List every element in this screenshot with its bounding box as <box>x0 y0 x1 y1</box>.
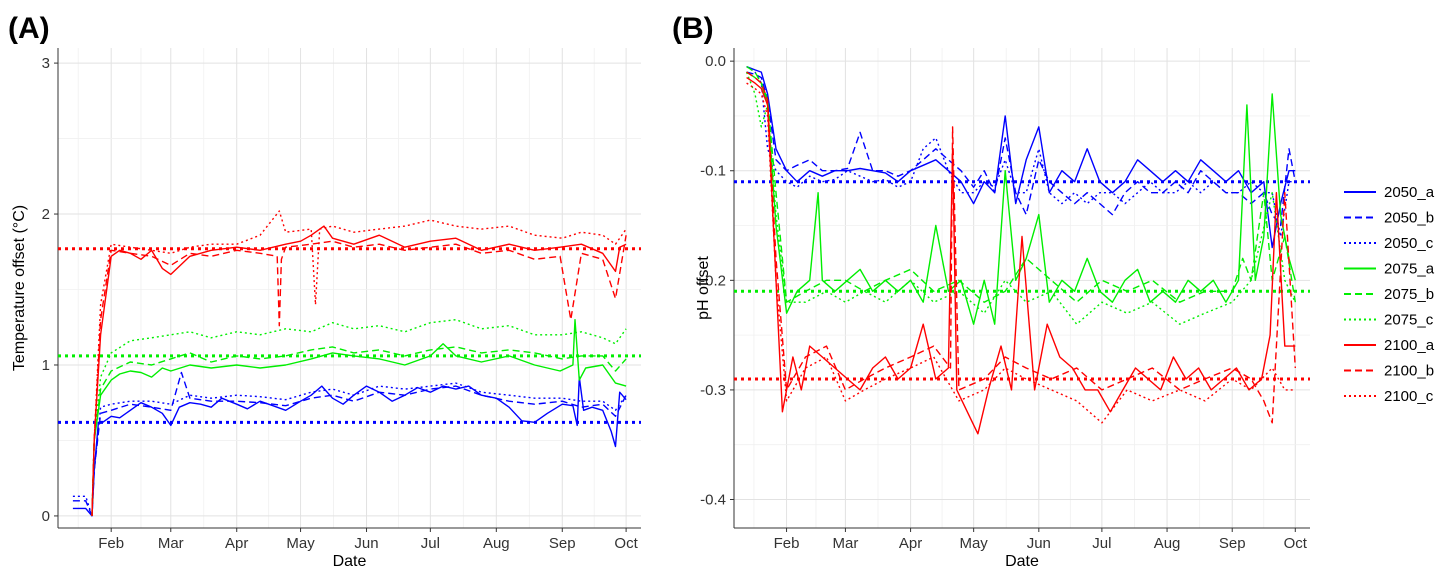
series-line-2100-c <box>746 82 1296 424</box>
x-tick-label: Oct <box>614 535 638 552</box>
x-tick-label: Apr <box>225 535 248 552</box>
legend-item-2075-c: 2075_c <box>1344 312 1434 329</box>
x-tick-label: Jul <box>421 535 440 552</box>
legend-label: 2100_c <box>1384 388 1434 405</box>
x-axis-title: Date <box>1005 553 1039 570</box>
y-tick-label: 0 <box>42 508 50 525</box>
legend-item-2100-b: 2100_b <box>1344 363 1434 380</box>
series-line-2075-c <box>91 319 627 516</box>
chart-temperature-offset: Feb Mar Apr May Jun Jul Aug Sep Oct 0 1 2 3 Date Tempe… <box>11 48 641 570</box>
legend-label: 2100_b <box>1384 363 1434 380</box>
legend-item-2075-a: 2075_a <box>1344 261 1435 278</box>
chart-legend: 2050_a 2050_b 2050_c 2075_a 2075_b 2075_c 2100… <box>1344 184 1435 405</box>
x-tick-label: Mar <box>832 535 858 552</box>
series-line-2050-b <box>72 371 627 517</box>
x-tick-label: May <box>286 535 315 552</box>
series-line-2050-c <box>72 382 627 517</box>
series-line-2050-a <box>72 376 627 517</box>
chart-ph-offset: Feb Mar Apr May Jun Jul Aug Sep Oct 0.0 -0.1 -0.2 -0… <box>695 48 1310 570</box>
series-line-2075-b <box>746 66 1296 303</box>
y-tick-label: 1 <box>42 357 50 374</box>
series-line-2100-b <box>91 235 627 516</box>
y-axis-title: pH offset <box>695 256 712 320</box>
legend-item-2050-c: 2050_c <box>1344 235 1434 252</box>
series-line-2075-b <box>91 346 627 516</box>
y-tick-label: 3 <box>42 55 50 72</box>
x-tick-label: Sep <box>549 535 576 552</box>
series-line-2100-a <box>746 77 1296 435</box>
x-tick-label: Aug <box>483 535 510 552</box>
x-tick-label: Oct <box>1284 535 1308 552</box>
series-line-2050-b <box>746 71 1296 227</box>
legend-label: 2100_a <box>1384 337 1435 354</box>
series-line-2100-b <box>746 71 1296 424</box>
y-tick-label: -0.3 <box>700 382 726 399</box>
legend-label: 2075_c <box>1384 312 1434 329</box>
legend-item-2050-b: 2050_b <box>1344 210 1434 227</box>
y-tick-label: -0.2 <box>700 272 726 289</box>
series-line-2075-a <box>746 71 1296 325</box>
y-tick-label: 0.0 <box>705 53 726 70</box>
x-axis-title: Date <box>333 553 367 570</box>
x-tick-label: Jun <box>354 535 378 552</box>
x-tick-label: Jul <box>1092 535 1111 552</box>
y-tick-label: -0.1 <box>700 163 726 180</box>
x-tick-label: Jun <box>1027 535 1051 552</box>
legend-item-2050-a: 2050_a <box>1344 184 1435 201</box>
legend-item-2100-a: 2100_a <box>1344 337 1435 354</box>
legend-label: 2050_c <box>1384 235 1434 252</box>
y-tick-label: 2 <box>42 206 50 223</box>
panel-label-a: (A) <box>8 12 50 45</box>
series-line-2100-c <box>91 210 627 516</box>
legend-label: 2075_b <box>1384 286 1434 303</box>
x-tick-label: Feb <box>774 535 800 552</box>
series-line-2050-a <box>746 65 1296 249</box>
legend-item-2100-c: 2100_c <box>1344 388 1434 405</box>
x-tick-label: Apr <box>899 535 922 552</box>
plot-background <box>734 48 1310 528</box>
x-tick-label: Sep <box>1219 535 1246 552</box>
legend-label: 2075_a <box>1384 261 1435 278</box>
legend-label: 2050_a <box>1384 184 1435 201</box>
y-axis-title: Temperature offset (°C) <box>11 205 28 371</box>
x-tick-label: Mar <box>158 535 184 552</box>
panel-label-b: (B) <box>672 12 714 45</box>
x-tick-label: May <box>959 535 988 552</box>
grid <box>58 48 641 528</box>
x-tick-label: Feb <box>98 535 124 552</box>
legend-label: 2050_b <box>1384 210 1434 227</box>
series-line-2075-a <box>91 319 627 516</box>
x-tick-label: Aug <box>1154 535 1181 552</box>
legend-item-2075-b: 2075_b <box>1344 286 1434 303</box>
y-tick-label: -0.4 <box>700 492 726 509</box>
plot-background <box>58 48 641 528</box>
